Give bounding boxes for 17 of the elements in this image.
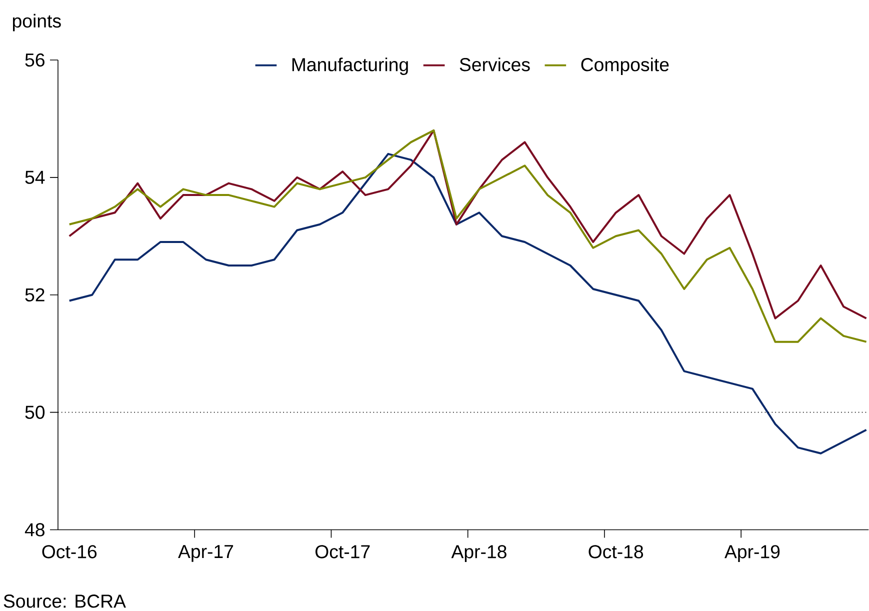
line-series [68,153,868,455]
y-tick-label: 56 [25,54,44,67]
legend-label: Manufacturing [292,58,408,76]
x-tick-label: Apr-18 [451,545,506,562]
y-tick-label: 50 [25,406,45,420]
y-axis-title: points [12,14,61,32]
y-tick-label: 48 [24,523,44,536]
legend-label: Composite [581,58,669,76]
y-tick-label: 54 [25,171,45,184]
x-tick-label: Oct-16 [42,545,97,558]
x-tick-label: Apr-17 [178,545,234,562]
source-note: Source: BCRA [4,594,126,608]
x-tick-label: Oct-18 [588,545,644,558]
legend-label: Services [460,58,530,72]
x-tick-label: Apr-19 [724,545,780,562]
y-tick-label: 52 [25,288,44,302]
x-tick-label: Oct-17 [315,545,370,558]
